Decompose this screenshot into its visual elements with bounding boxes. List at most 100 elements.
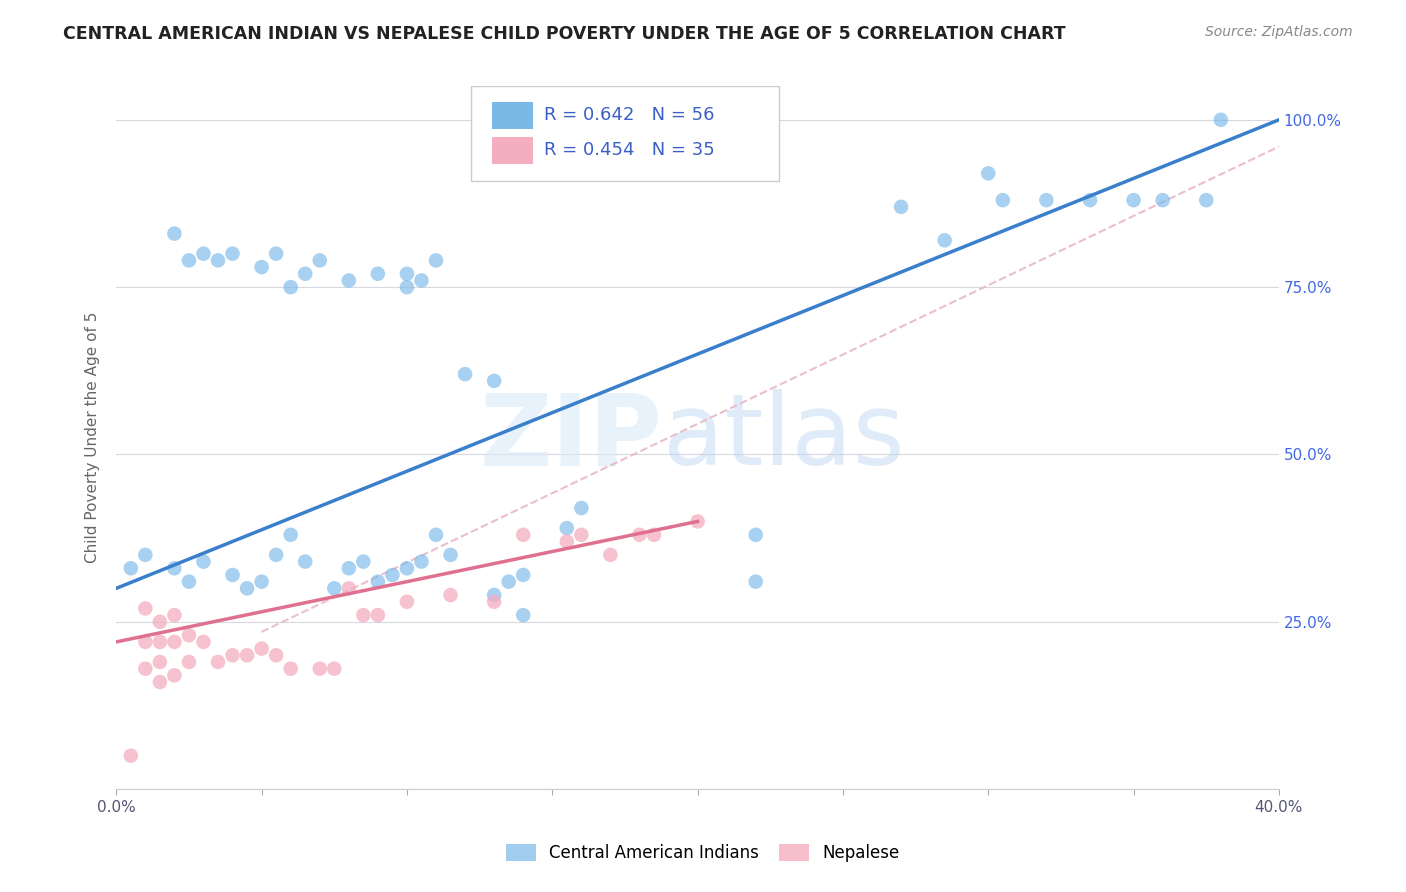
Point xyxy=(149,615,172,629)
Point xyxy=(1152,193,1174,207)
Point xyxy=(439,588,461,602)
Point xyxy=(628,528,651,542)
Point xyxy=(177,253,200,268)
Point xyxy=(1209,112,1232,127)
Point xyxy=(193,555,215,569)
Y-axis label: Child Poverty Under the Age of 5: Child Poverty Under the Age of 5 xyxy=(86,312,100,564)
Point xyxy=(177,628,200,642)
Point xyxy=(337,582,360,596)
Point xyxy=(352,608,374,623)
Point xyxy=(643,528,665,542)
Point xyxy=(177,655,200,669)
Point xyxy=(323,662,346,676)
Point xyxy=(555,521,578,535)
Point xyxy=(337,561,360,575)
Point xyxy=(264,648,287,663)
Point xyxy=(337,273,360,287)
Point xyxy=(686,515,709,529)
Point xyxy=(120,748,142,763)
Point xyxy=(498,574,520,589)
FancyBboxPatch shape xyxy=(471,87,779,181)
Point xyxy=(454,367,477,381)
Point xyxy=(177,574,200,589)
Point xyxy=(425,253,447,268)
Point xyxy=(264,246,287,260)
Point xyxy=(294,267,316,281)
Point xyxy=(163,561,186,575)
Point xyxy=(395,267,418,281)
Point xyxy=(411,555,433,569)
Point xyxy=(395,595,418,609)
Point xyxy=(236,582,259,596)
Point xyxy=(207,655,229,669)
Point xyxy=(745,574,768,589)
Point xyxy=(381,568,404,582)
Point xyxy=(1122,193,1144,207)
Point xyxy=(745,528,768,542)
Point xyxy=(264,548,287,562)
Text: ZIP: ZIP xyxy=(479,389,662,486)
Point xyxy=(134,635,156,649)
Point xyxy=(512,528,534,542)
Point xyxy=(149,675,172,690)
Point xyxy=(482,595,505,609)
Point xyxy=(482,374,505,388)
Point xyxy=(221,568,243,582)
Point xyxy=(1035,193,1057,207)
Point xyxy=(193,635,215,649)
Point xyxy=(149,635,172,649)
Point xyxy=(134,601,156,615)
Point xyxy=(236,648,259,663)
Point xyxy=(134,548,156,562)
Point xyxy=(280,662,302,676)
Point xyxy=(280,280,302,294)
Point xyxy=(512,568,534,582)
Point xyxy=(163,608,186,623)
Point xyxy=(599,548,621,562)
Text: CENTRAL AMERICAN INDIAN VS NEPALESE CHILD POVERTY UNDER THE AGE OF 5 CORRELATION: CENTRAL AMERICAN INDIAN VS NEPALESE CHIL… xyxy=(63,25,1066,43)
Text: R = 0.642   N = 56: R = 0.642 N = 56 xyxy=(544,106,714,124)
Point xyxy=(934,233,956,247)
Point xyxy=(512,608,534,623)
Point xyxy=(193,246,215,260)
Point xyxy=(991,193,1014,207)
Point xyxy=(482,588,505,602)
Point xyxy=(163,635,186,649)
Point xyxy=(569,501,592,516)
Point xyxy=(411,273,433,287)
Point xyxy=(367,574,389,589)
Point xyxy=(250,641,273,656)
Point xyxy=(890,200,912,214)
Point xyxy=(280,528,302,542)
Point xyxy=(120,561,142,575)
Legend: Central American Indians, Nepalese: Central American Indians, Nepalese xyxy=(498,836,908,871)
Point xyxy=(395,561,418,575)
Point xyxy=(221,648,243,663)
Point xyxy=(352,555,374,569)
Point xyxy=(425,528,447,542)
Point xyxy=(221,246,243,260)
Point xyxy=(149,655,172,669)
Point xyxy=(977,166,1000,180)
Point xyxy=(1195,193,1218,207)
Point xyxy=(294,555,316,569)
Point xyxy=(395,280,418,294)
Point xyxy=(555,534,578,549)
Point xyxy=(569,528,592,542)
Point xyxy=(163,668,186,682)
Point xyxy=(308,662,330,676)
Point xyxy=(163,227,186,241)
Point xyxy=(439,548,461,562)
FancyBboxPatch shape xyxy=(492,137,533,163)
Point xyxy=(308,253,330,268)
Point xyxy=(250,260,273,274)
FancyBboxPatch shape xyxy=(492,102,533,128)
Point xyxy=(207,253,229,268)
Point xyxy=(250,574,273,589)
Point xyxy=(367,267,389,281)
Point xyxy=(323,582,346,596)
Text: atlas: atlas xyxy=(662,389,904,486)
Point xyxy=(1078,193,1101,207)
Point xyxy=(367,608,389,623)
Text: Source: ZipAtlas.com: Source: ZipAtlas.com xyxy=(1205,25,1353,39)
